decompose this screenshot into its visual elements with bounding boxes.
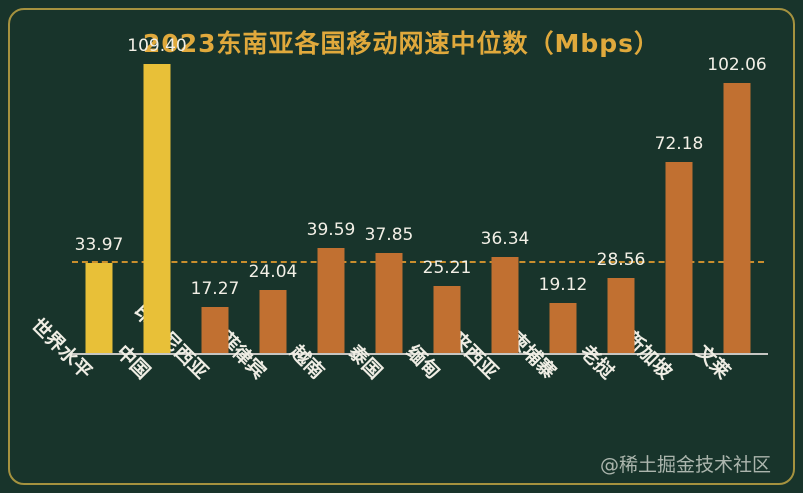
x-label-slot: 菲律宾 (214, 328, 302, 485)
bar (201, 307, 229, 353)
bar-slot: 102.06 (707, 55, 767, 353)
world-average-reference-line (72, 261, 764, 264)
bar-slot: 72.18 (650, 64, 708, 353)
value-label: 17.27 (190, 279, 240, 300)
bar-slot: 19.12 (534, 64, 592, 353)
x-label-slot: 越南 (286, 341, 360, 485)
value-label: 25.21 (422, 258, 472, 279)
value-label: 109.40 (127, 36, 187, 56)
bar-slot: 36.34 (476, 64, 534, 353)
bar-slot: 17.27 (186, 64, 244, 353)
watermark: @稀土掘金技术社区 (599, 454, 771, 476)
bars-row: 33.97 109.40 17.27 24.04 39.59 37.85 25.21 36.3… (70, 36, 767, 353)
bar-slot: 25.21 (418, 64, 476, 353)
chart-title: 2023东南亚各国移动网速中位数（Mbps） (142, 29, 661, 58)
x-label-slot: 马来西亚 (433, 314, 534, 485)
value-label: 72.18 (654, 134, 704, 155)
bar-slot: 109.40 (127, 36, 187, 353)
bar-slot: 24.04 (244, 64, 302, 353)
bar (665, 162, 693, 353)
x-label-slot: 世界水平 (27, 314, 128, 485)
bar (491, 257, 519, 353)
bar (375, 253, 403, 353)
value-label: 24.04 (248, 261, 298, 282)
bar-slot: 28.56 (592, 64, 650, 353)
value-label: 28.56 (596, 249, 646, 270)
x-label-slot: 中国 (112, 341, 186, 485)
bar (259, 289, 287, 353)
value-label: 33.97 (74, 235, 124, 256)
bar (433, 286, 461, 353)
x-label-slot: 柬埔寨 (504, 328, 592, 485)
bar-slot: 33.97 (70, 64, 128, 353)
x-label-slot: 缅甸 (402, 341, 476, 485)
bar (607, 277, 635, 353)
x-label-slot: 泰国 (344, 341, 418, 485)
value-label: 39.59 (306, 220, 356, 241)
x-axis-line (70, 353, 768, 355)
bar-slot: 39.59 (302, 64, 360, 353)
bar (549, 302, 577, 353)
value-label: 19.12 (538, 274, 588, 295)
bar (317, 248, 345, 353)
plot-area: 33.97 109.40 17.27 24.04 39.59 37.85 25.21 36.3… (70, 36, 767, 353)
bar (85, 263, 113, 353)
value-label: 36.34 (480, 229, 530, 250)
value-label: 102.06 (707, 55, 767, 76)
bar (723, 83, 751, 353)
bar-slot: 37.85 (360, 64, 418, 353)
value-label: 37.85 (364, 225, 414, 246)
x-label-slot: 印度尼西亚 (129, 301, 244, 485)
bar (143, 64, 171, 353)
